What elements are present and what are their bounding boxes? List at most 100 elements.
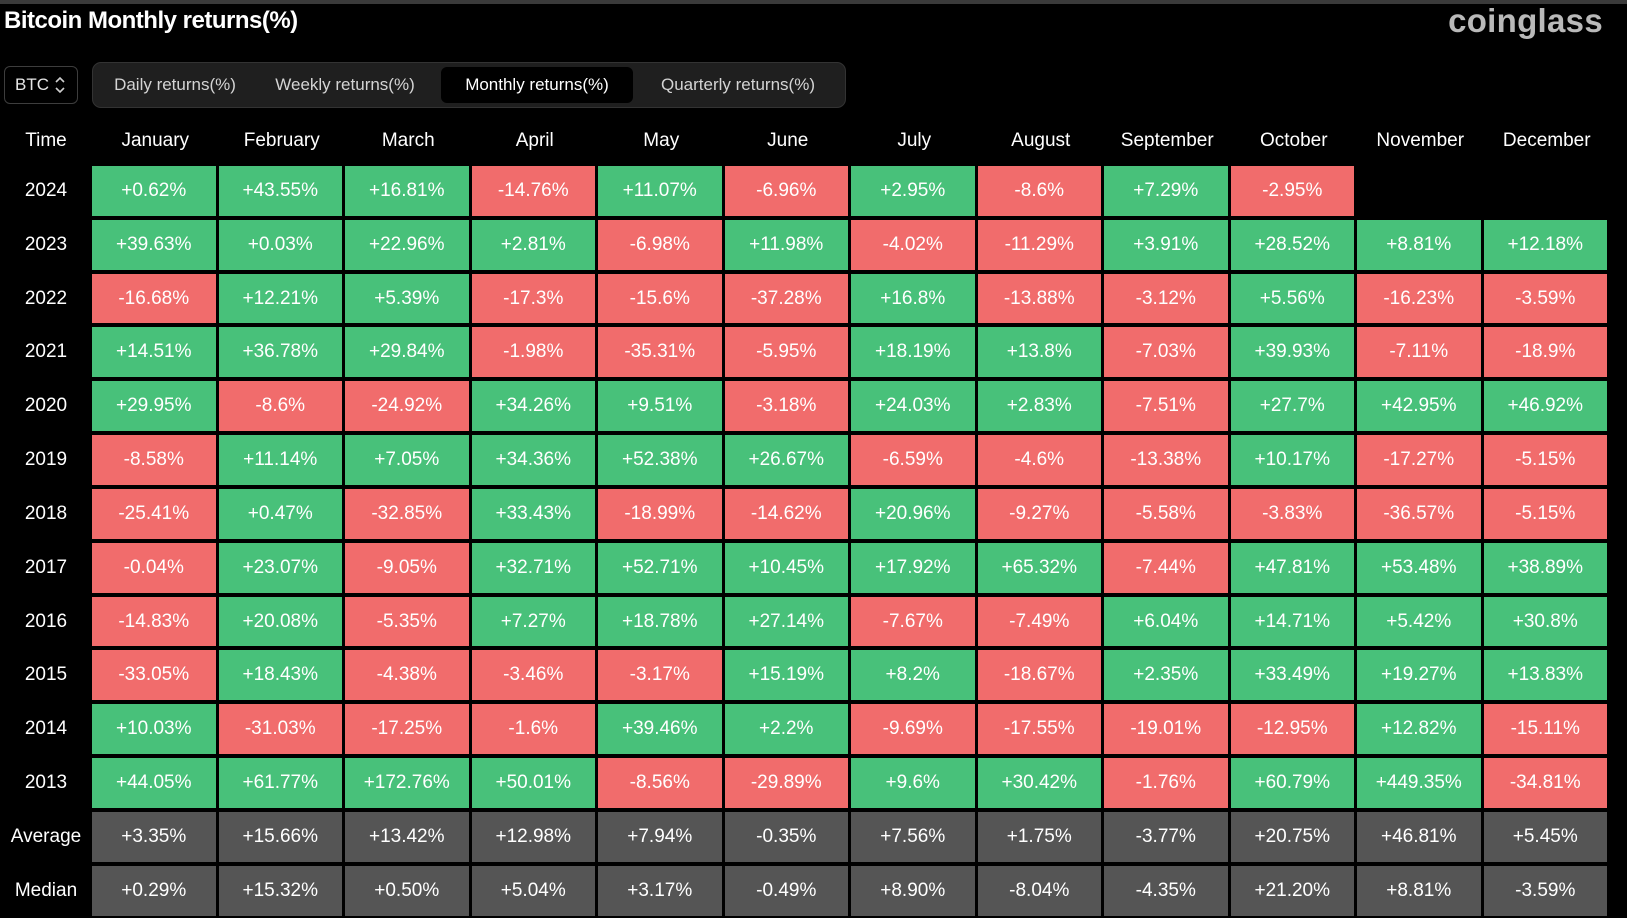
return-cell[interactable]: +0.62% — [92, 166, 216, 216]
return-cell[interactable]: +29.95% — [92, 381, 216, 432]
return-cell[interactable]: -3.18% — [724, 381, 848, 432]
return-cell[interactable]: -8.6% — [977, 166, 1101, 216]
return-cell[interactable]: -4.6% — [977, 435, 1101, 485]
return-cell[interactable]: -25.41% — [92, 488, 216, 539]
return-cell[interactable]: +47.81% — [1230, 542, 1354, 593]
return-cell[interactable]: -7.49% — [977, 596, 1101, 647]
return-cell[interactable]: +43.55% — [218, 166, 342, 216]
return-cell[interactable]: -9.27% — [977, 488, 1101, 539]
return-cell[interactable]: +39.46% — [598, 704, 722, 755]
return-cell[interactable]: +33.43% — [471, 488, 595, 539]
return-cell[interactable]: +5.56% — [1230, 273, 1354, 324]
return-cell[interactable]: +30.8% — [1483, 596, 1607, 647]
return-cell[interactable]: -32.85% — [345, 488, 469, 539]
return-cell[interactable]: -6.98% — [598, 219, 722, 270]
return-cell[interactable]: +10.17% — [1230, 435, 1354, 485]
return-cell[interactable]: -18.9% — [1483, 327, 1607, 378]
return-cell[interactable]: +7.05% — [345, 435, 469, 485]
return-cell[interactable]: -11.29% — [977, 219, 1101, 270]
return-cell[interactable]: +23.07% — [218, 542, 342, 593]
return-cell[interactable]: +18.78% — [598, 596, 722, 647]
return-cell[interactable]: -8.6% — [218, 381, 342, 432]
return-cell[interactable]: -15.6% — [598, 273, 722, 324]
return-cell[interactable]: -29.89% — [724, 758, 848, 808]
asset-selector[interactable]: BTC — [4, 66, 78, 104]
return-cell[interactable]: -17.25% — [345, 704, 469, 755]
return-cell[interactable]: +13.83% — [1483, 650, 1607, 701]
return-cell[interactable]: -16.23% — [1357, 273, 1481, 324]
return-cell[interactable]: -7.51% — [1104, 381, 1228, 432]
return-cell[interactable]: +36.78% — [218, 327, 342, 378]
return-cell[interactable]: +50.01% — [471, 758, 595, 808]
return-cell[interactable]: +11.14% — [218, 435, 342, 485]
return-cell[interactable]: -12.95% — [1230, 704, 1354, 755]
return-cell[interactable]: +10.45% — [724, 542, 848, 593]
return-cell[interactable]: +28.52% — [1230, 219, 1354, 270]
return-cell[interactable]: -6.96% — [724, 166, 848, 216]
return-cell[interactable]: -18.67% — [977, 650, 1101, 701]
return-cell[interactable]: -17.55% — [977, 704, 1101, 755]
return-cell[interactable]: -1.6% — [471, 704, 595, 755]
return-cell[interactable]: +13.8% — [977, 327, 1101, 378]
return-cell[interactable]: +3.91% — [1104, 219, 1228, 270]
return-cell[interactable]: +9.51% — [598, 381, 722, 432]
return-cell[interactable]: -7.11% — [1357, 327, 1481, 378]
return-cell[interactable]: -15.11% — [1483, 704, 1607, 755]
tab-monthly-returns[interactable]: Monthly returns(%) — [441, 67, 633, 103]
return-cell[interactable]: +5.39% — [345, 273, 469, 324]
return-cell[interactable]: +19.27% — [1357, 650, 1481, 701]
return-cell[interactable]: -14.83% — [92, 596, 216, 647]
tab-daily-returns[interactable]: Daily returns(%) — [114, 75, 236, 94]
return-cell[interactable]: +44.05% — [92, 758, 216, 808]
return-cell[interactable]: +33.49% — [1230, 650, 1354, 701]
return-cell[interactable]: +2.35% — [1104, 650, 1228, 701]
return-cell[interactable]: -1.76% — [1104, 758, 1228, 808]
return-cell[interactable]: -3.83% — [1230, 488, 1354, 539]
return-cell[interactable]: +29.84% — [345, 327, 469, 378]
return-cell[interactable]: -8.56% — [598, 758, 722, 808]
return-cell[interactable]: -13.38% — [1104, 435, 1228, 485]
return-cell[interactable]: +2.95% — [851, 166, 975, 216]
return-cell[interactable]: +2.2% — [724, 704, 848, 755]
return-cell[interactable]: -2.95% — [1230, 166, 1354, 216]
return-cell[interactable]: -5.15% — [1483, 435, 1607, 485]
return-cell[interactable]: +10.03% — [92, 704, 216, 755]
return-cell[interactable]: +30.42% — [977, 758, 1101, 808]
return-cell[interactable]: -3.12% — [1104, 273, 1228, 324]
return-cell[interactable]: +8.2% — [851, 650, 975, 701]
return-cell[interactable]: -36.57% — [1357, 488, 1481, 539]
return-cell[interactable]: -4.02% — [851, 219, 975, 270]
return-cell[interactable]: -14.76% — [471, 166, 595, 216]
return-cell[interactable]: +7.27% — [471, 596, 595, 647]
return-cell[interactable]: +14.71% — [1230, 596, 1354, 647]
return-cell[interactable]: -19.01% — [1104, 704, 1228, 755]
return-cell[interactable]: -6.59% — [851, 435, 975, 485]
return-cell[interactable]: +20.08% — [218, 596, 342, 647]
return-cell[interactable]: +18.19% — [851, 327, 975, 378]
return-cell[interactable]: +34.26% — [471, 381, 595, 432]
return-cell[interactable]: -17.3% — [471, 273, 595, 324]
return-cell[interactable]: +15.19% — [724, 650, 848, 701]
return-cell[interactable]: -14.62% — [724, 488, 848, 539]
return-cell[interactable]: -7.03% — [1104, 327, 1228, 378]
return-cell[interactable]: -35.31% — [598, 327, 722, 378]
return-cell[interactable]: -13.88% — [977, 273, 1101, 324]
return-cell[interactable]: -5.95% — [724, 327, 848, 378]
return-cell[interactable]: +65.32% — [977, 542, 1101, 593]
return-cell[interactable]: +172.76% — [345, 758, 469, 808]
return-cell[interactable]: +61.77% — [218, 758, 342, 808]
return-cell[interactable]: -5.15% — [1483, 488, 1607, 539]
return-cell[interactable]: +24.03% — [851, 381, 975, 432]
return-cell[interactable]: -9.05% — [345, 542, 469, 593]
return-cell[interactable]: -18.99% — [598, 488, 722, 539]
return-cell[interactable]: +12.82% — [1357, 704, 1481, 755]
return-cell[interactable]: -7.44% — [1104, 542, 1228, 593]
return-cell[interactable]: +52.38% — [598, 435, 722, 485]
return-cell[interactable]: +9.6% — [851, 758, 975, 808]
return-cell[interactable]: -3.59% — [1483, 273, 1607, 324]
return-cell[interactable]: -5.58% — [1104, 488, 1228, 539]
return-cell[interactable]: -5.35% — [345, 596, 469, 647]
return-cell[interactable]: -31.03% — [218, 704, 342, 755]
return-cell[interactable]: -16.68% — [92, 273, 216, 324]
return-cell[interactable]: -34.81% — [1483, 758, 1607, 808]
